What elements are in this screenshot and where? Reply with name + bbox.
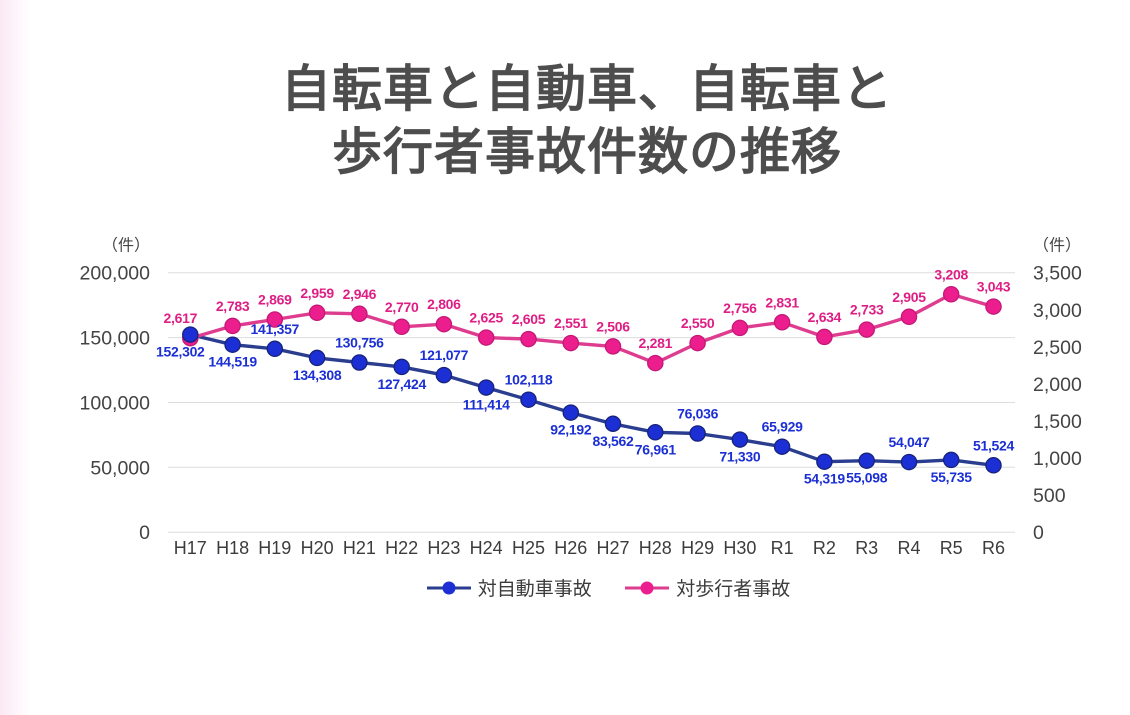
svg-text:H30: H30 xyxy=(723,538,756,558)
svg-text:R3: R3 xyxy=(855,538,878,558)
svg-text:0: 0 xyxy=(139,522,150,544)
svg-text:152,302: 152,302 xyxy=(156,344,205,360)
svg-text:2,770: 2,770 xyxy=(385,299,419,315)
svg-text:H24: H24 xyxy=(470,538,503,558)
svg-text:2,500: 2,500 xyxy=(1033,337,1082,359)
svg-text:55,098: 55,098 xyxy=(846,470,888,486)
svg-text:3,500: 3,500 xyxy=(1033,263,1082,285)
svg-text:R5: R5 xyxy=(940,538,963,558)
svg-text:2,946: 2,946 xyxy=(343,286,377,302)
svg-text:76,961: 76,961 xyxy=(635,441,677,457)
svg-text:51,524: 51,524 xyxy=(973,437,1015,453)
svg-text:102,118: 102,118 xyxy=(505,372,553,388)
svg-text:2,733: 2,733 xyxy=(850,302,884,318)
svg-text:2,959: 2,959 xyxy=(300,285,334,301)
svg-text:R6: R6 xyxy=(982,538,1005,558)
svg-text:130,756: 130,756 xyxy=(335,335,384,351)
svg-text:2,281: 2,281 xyxy=(639,335,673,351)
svg-text:R1: R1 xyxy=(771,538,794,558)
svg-text:141,357: 141,357 xyxy=(251,321,300,337)
svg-text:71,330: 71,330 xyxy=(719,449,761,465)
svg-text:（件）: （件） xyxy=(102,237,150,255)
svg-text:2,551: 2,551 xyxy=(554,315,588,331)
svg-text:83,562: 83,562 xyxy=(592,433,634,449)
svg-text:2,831: 2,831 xyxy=(765,294,799,310)
svg-text:R4: R4 xyxy=(897,538,920,558)
svg-text:500: 500 xyxy=(1033,485,1066,507)
svg-text:76,036: 76,036 xyxy=(677,406,719,422)
svg-text:3,000: 3,000 xyxy=(1033,300,1082,322)
svg-text:H28: H28 xyxy=(639,538,672,558)
svg-text:1,500: 1,500 xyxy=(1033,411,1082,433)
svg-text:2,550: 2,550 xyxy=(681,315,715,331)
svg-text:H27: H27 xyxy=(596,538,629,558)
svg-text:H29: H29 xyxy=(681,538,714,558)
svg-text:200,000: 200,000 xyxy=(80,263,151,285)
svg-text:H25: H25 xyxy=(512,538,545,558)
svg-text:50,000: 50,000 xyxy=(90,457,150,479)
svg-text:H20: H20 xyxy=(301,538,334,558)
svg-text:2,000: 2,000 xyxy=(1033,374,1082,396)
svg-text:55,735: 55,735 xyxy=(931,469,973,485)
svg-text:121,077: 121,077 xyxy=(420,347,469,363)
svg-text:144,519: 144,519 xyxy=(208,354,257,370)
svg-text:（件）: （件） xyxy=(1033,237,1081,255)
svg-text:65,929: 65,929 xyxy=(762,419,804,435)
svg-text:H17: H17 xyxy=(174,538,207,558)
svg-text:54,047: 54,047 xyxy=(888,434,930,450)
svg-text:92,192: 92,192 xyxy=(550,422,592,438)
svg-text:2,605: 2,605 xyxy=(512,311,546,327)
svg-text:2,625: 2,625 xyxy=(469,310,503,326)
svg-text:H26: H26 xyxy=(554,538,587,558)
svg-text:2,617: 2,617 xyxy=(164,310,198,326)
svg-text:54,319: 54,319 xyxy=(804,471,846,487)
svg-text:2,756: 2,756 xyxy=(723,300,757,316)
svg-text:0: 0 xyxy=(1033,522,1044,544)
svg-text:H23: H23 xyxy=(427,538,460,558)
svg-text:3,208: 3,208 xyxy=(934,266,968,282)
svg-text:134,308: 134,308 xyxy=(293,367,342,383)
svg-text:2,783: 2,783 xyxy=(216,298,250,314)
svg-text:2,634: 2,634 xyxy=(808,309,842,325)
svg-text:2,905: 2,905 xyxy=(892,289,926,305)
svg-text:100,000: 100,000 xyxy=(80,393,151,415)
svg-text:111,414: 111,414 xyxy=(463,397,510,413)
svg-text:3,043: 3,043 xyxy=(977,279,1011,295)
svg-text:R2: R2 xyxy=(813,538,836,558)
svg-text:2,806: 2,806 xyxy=(427,296,461,312)
svg-text:150,000: 150,000 xyxy=(80,328,151,350)
svg-text:H19: H19 xyxy=(258,538,291,558)
svg-text:1,000: 1,000 xyxy=(1033,448,1082,470)
svg-text:2,506: 2,506 xyxy=(596,318,630,334)
svg-text:2,869: 2,869 xyxy=(258,292,292,308)
svg-text:H22: H22 xyxy=(385,538,418,558)
svg-text:H18: H18 xyxy=(216,538,249,558)
svg-text:H21: H21 xyxy=(343,538,376,558)
svg-text:127,424: 127,424 xyxy=(377,376,426,392)
